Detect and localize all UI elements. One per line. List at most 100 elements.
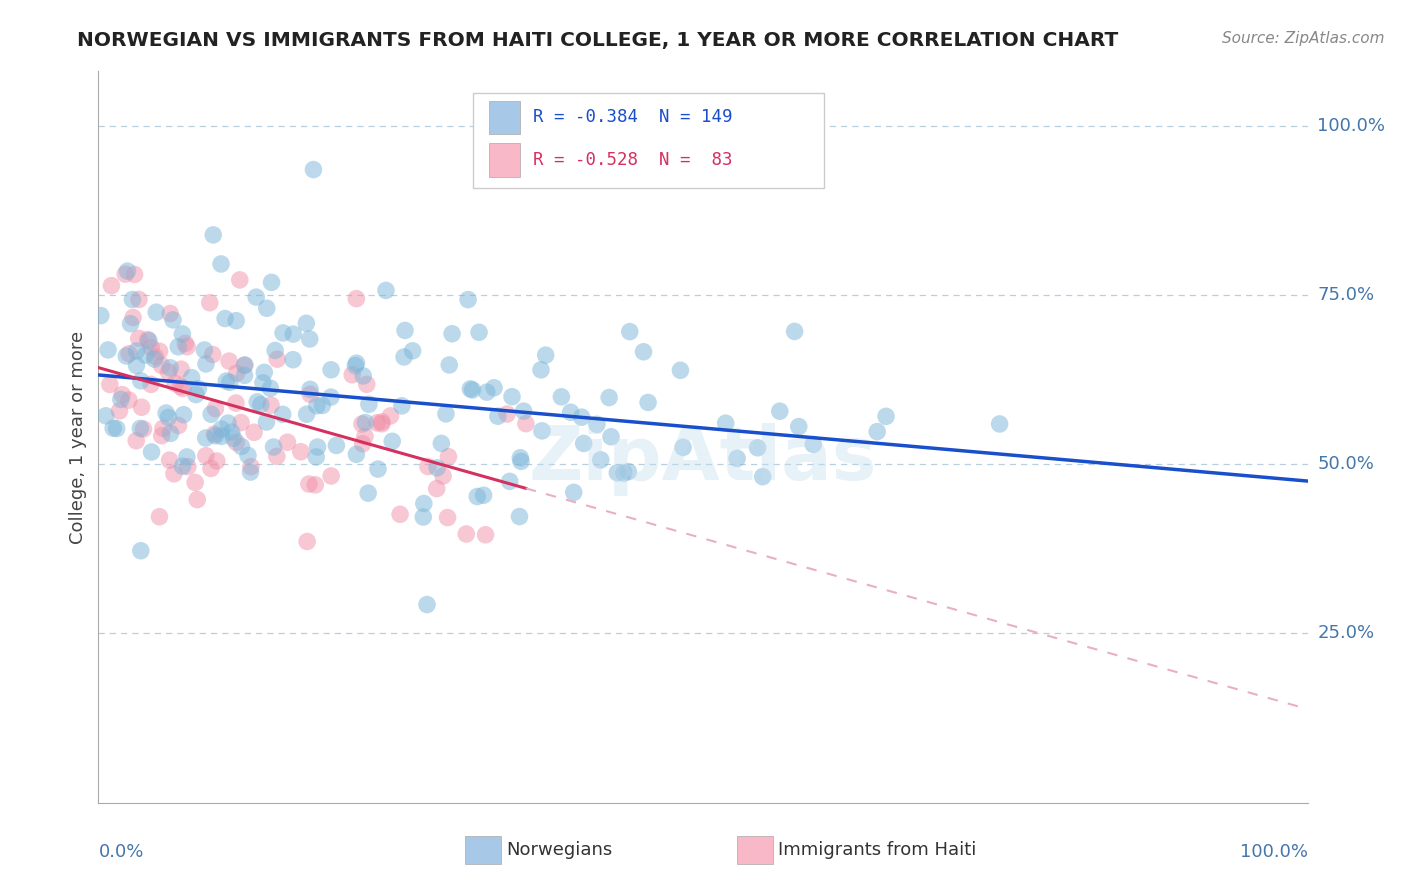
Point <box>371 415 394 429</box>
Point <box>375 284 398 298</box>
Text: R = -0.528  N =  83: R = -0.528 N = 83 <box>533 151 733 169</box>
Point <box>111 387 134 401</box>
Point <box>155 406 177 420</box>
Point <box>344 292 367 306</box>
Point <box>426 460 449 475</box>
Point <box>571 410 593 425</box>
Point <box>121 293 143 307</box>
Point <box>162 313 184 327</box>
Point <box>295 534 318 549</box>
Point <box>98 377 121 392</box>
Point <box>231 440 253 454</box>
Point <box>236 449 259 463</box>
Point <box>94 409 117 423</box>
Point <box>461 383 484 397</box>
Point <box>801 437 824 451</box>
Point <box>283 327 305 342</box>
Point <box>243 425 266 440</box>
Point <box>233 368 256 383</box>
Point <box>252 376 274 390</box>
Point <box>988 417 1011 431</box>
Point <box>167 418 190 433</box>
Point <box>200 407 222 421</box>
Point <box>456 527 478 541</box>
Point <box>245 290 267 304</box>
Point <box>783 325 806 339</box>
Point <box>319 390 342 404</box>
Point <box>108 404 131 418</box>
Point <box>159 453 181 467</box>
Point <box>246 395 269 409</box>
Point <box>170 362 193 376</box>
Point <box>562 485 585 500</box>
Point <box>157 410 180 425</box>
Point <box>380 409 402 423</box>
Point <box>342 368 364 382</box>
Point <box>172 382 194 396</box>
Point <box>276 435 298 450</box>
Point <box>263 440 285 454</box>
Point <box>117 264 139 278</box>
Point <box>129 421 152 435</box>
Y-axis label: College, 1 year or more: College, 1 year or more <box>69 331 87 543</box>
Point <box>295 316 318 330</box>
Point <box>125 434 148 448</box>
Point <box>672 441 695 455</box>
Point <box>714 416 737 430</box>
Point <box>128 331 150 345</box>
Point <box>510 454 533 468</box>
Point <box>174 336 197 351</box>
Point <box>531 424 554 438</box>
Point <box>430 436 453 450</box>
Point <box>225 396 247 410</box>
Point <box>307 440 329 454</box>
Point <box>486 409 509 424</box>
Point <box>172 459 194 474</box>
FancyBboxPatch shape <box>474 94 824 188</box>
Point <box>194 431 217 445</box>
Point <box>172 326 194 341</box>
Point <box>218 354 240 368</box>
Point <box>298 332 321 346</box>
Point <box>176 340 198 354</box>
Point <box>118 393 141 408</box>
Point <box>110 392 132 407</box>
Point <box>204 429 226 443</box>
Point <box>143 350 166 364</box>
Point <box>496 407 519 421</box>
Point <box>439 358 461 372</box>
Point <box>139 377 162 392</box>
Point <box>205 454 228 468</box>
Point <box>416 598 439 612</box>
Point <box>259 381 281 395</box>
Point <box>560 405 582 419</box>
Point <box>321 469 343 483</box>
Point <box>90 309 112 323</box>
Point <box>260 276 283 290</box>
Point <box>299 387 322 401</box>
Point <box>118 347 141 361</box>
Point <box>114 267 136 281</box>
Point <box>141 341 163 355</box>
Point <box>747 441 769 455</box>
Point <box>167 340 190 354</box>
Point <box>499 475 522 489</box>
Point <box>152 421 174 435</box>
Point <box>311 399 333 413</box>
Point <box>512 404 534 418</box>
Point <box>412 510 434 524</box>
Point <box>173 408 195 422</box>
Text: 100.0%: 100.0% <box>1317 117 1385 135</box>
Point <box>305 450 328 464</box>
Point <box>204 427 226 442</box>
Point <box>441 326 464 341</box>
Point <box>617 465 640 479</box>
FancyBboxPatch shape <box>465 837 501 864</box>
Point <box>271 407 294 421</box>
Point <box>412 496 434 510</box>
Point <box>266 352 288 367</box>
Point <box>613 466 636 480</box>
Point <box>115 349 138 363</box>
Point <box>472 488 495 502</box>
Point <box>468 326 491 340</box>
